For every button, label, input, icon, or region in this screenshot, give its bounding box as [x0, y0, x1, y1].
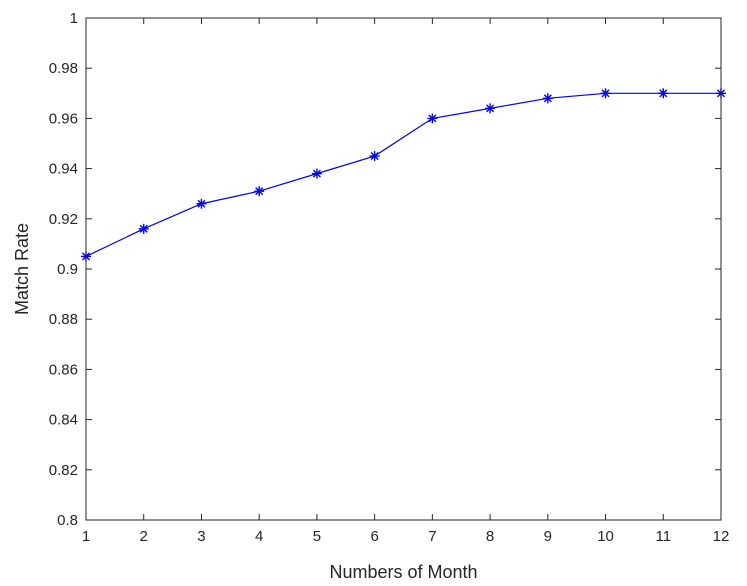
x-tick-label: 9: [544, 528, 552, 545]
y-tick-label: 0.96: [49, 110, 78, 127]
data-point-marker: [254, 186, 265, 197]
data-point-marker: [369, 151, 380, 162]
y-tick-label: 1: [70, 10, 78, 27]
y-tick-label: 0.92: [49, 211, 78, 228]
data-point-marker: [658, 88, 669, 99]
y-tick-label: 0.82: [49, 462, 78, 479]
x-tick-label: 7: [428, 528, 436, 545]
x-tick-label: 8: [486, 528, 494, 545]
x-tick-label: 2: [140, 528, 148, 545]
series-line: [85, 92, 721, 257]
data-point-marker: [485, 103, 496, 114]
data-point-marker: [138, 223, 149, 234]
y-tick-label: 0.86: [49, 361, 78, 378]
data-point-marker: [196, 198, 207, 209]
y-tick-label: 0.98: [49, 60, 78, 77]
y-axis-title: Match Rate: [12, 223, 32, 315]
x-tick-label: 6: [370, 528, 378, 545]
x-tick-label: 1: [82, 528, 90, 545]
x-tick-label: 12: [713, 528, 730, 545]
x-tick-label: 10: [597, 528, 614, 545]
plot-frame: [85, 17, 722, 521]
x-tick-label: 4: [255, 528, 263, 545]
y-tick-label: 0.9: [57, 261, 78, 278]
data-point-marker: [311, 168, 322, 179]
data-point-marker: [542, 93, 553, 104]
data-point-marker: [600, 88, 611, 99]
plot-background: [86, 18, 721, 520]
x-axis-title: Numbers of Month: [329, 562, 477, 582]
y-tick-label: 0.84: [49, 412, 78, 429]
x-tick-label: 3: [197, 528, 205, 545]
x-axis-ticks: 1 2 3 4 5 6 7 8 9 10 11 12: [82, 18, 730, 545]
y-axis-ticks: 0.8 0.82 0.84 0.86 0.88 0.9 0.92 0.94 0.96 0.98 1: [49, 10, 721, 529]
y-tick-label: 0.88: [49, 311, 78, 328]
y-tick-label: 0.8: [57, 512, 78, 529]
data-point-marker: [427, 113, 438, 124]
y-tick-label: 0.94: [49, 161, 78, 178]
x-tick-label: 11: [655, 528, 671, 545]
x-tick-label: 5: [313, 528, 321, 545]
